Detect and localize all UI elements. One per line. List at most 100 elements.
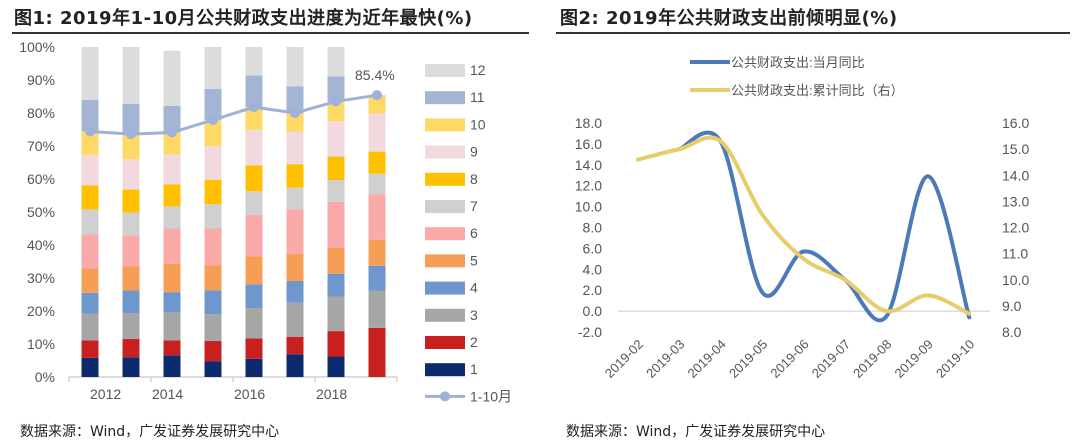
x-tick-label: 2018 — [316, 386, 347, 402]
x-tick-label: 2019-02 — [602, 337, 646, 381]
bar-segment-2013-month-4 — [122, 290, 140, 313]
y-right-tick-label: 8.0 — [1002, 324, 1022, 340]
x-tick-label: 2019-03 — [643, 337, 687, 381]
x-tick-label: 2016 — [234, 386, 265, 402]
y-tick-label: 80% — [27, 105, 55, 121]
legend-label-8: 8 — [470, 171, 478, 187]
bar-segment-2012-month-5 — [81, 268, 99, 293]
legend-swatch-3 — [425, 308, 465, 322]
bar-segment-2018-month-3 — [327, 296, 345, 332]
x-tick-label: 2019-09 — [892, 337, 936, 381]
legend-label-3: 3 — [470, 307, 478, 323]
bar-segment-2017-month-1 — [286, 354, 304, 377]
bar-segment-2019-month-6 — [368, 194, 386, 240]
bar-segment-2015-month-12 — [204, 47, 222, 89]
legend-swatch-9 — [425, 145, 465, 159]
y-right-tick-label: 13.0 — [1002, 193, 1029, 209]
y-left-tick-label: 12.0 — [575, 178, 602, 194]
bar-segment-2016-month-4 — [245, 284, 263, 309]
bar-segment-2016-month-9 — [245, 129, 263, 166]
bar-segment-2014-month-3 — [163, 312, 181, 341]
bar-segment-2015-month-5 — [204, 265, 222, 291]
bar-segment-2019-month-7 — [368, 173, 386, 195]
stacked-bar-chart: 0% 10% 20% 30% 40% 50% 60% 70% 80% 90% 100% 2012 201… — [19, 39, 512, 404]
legend-label-1: 1 — [470, 361, 478, 377]
legend-swatch-7 — [425, 200, 465, 213]
y-left-tick-label: 8.0 — [583, 220, 603, 236]
bar-segment-2014-month-7 — [163, 206, 181, 229]
bar-segment-2015-month-6 — [204, 228, 222, 266]
y-tick-label: 90% — [27, 72, 55, 88]
bar-segment-2018-month-2 — [327, 331, 345, 357]
bar-segment-2018-month-5 — [327, 247, 345, 274]
bar-segment-2012-month-11 — [81, 99, 99, 132]
bar-segment-2019-month-9 — [368, 113, 386, 152]
x-tick-label: 2012 — [90, 386, 121, 402]
bar-segment-2015-month-11 — [204, 88, 222, 120]
bar-segment-2014-month-5 — [163, 263, 181, 293]
bar-segment-2017-month-7 — [286, 187, 304, 210]
bar-segment-2015-month-7 — [204, 204, 222, 229]
bar-segment-2013-month-10 — [122, 134, 140, 160]
bar-segment-2014-month-1 — [163, 355, 181, 377]
bar-segment-2017-month-4 — [286, 280, 304, 303]
bar-segment-2013-month-1 — [122, 357, 140, 377]
y-left-tick-label: 14.0 — [575, 157, 602, 173]
legend-label-1: 公共财政支出:累计同比（右） — [731, 83, 904, 98]
x-tick-label: 2019-07 — [809, 337, 853, 381]
chart1-divider — [12, 32, 529, 34]
bar-segment-2018-month-6 — [327, 201, 345, 248]
y-left-tick-label: 2.0 — [583, 282, 603, 298]
bar-segment-2014-month-12 — [163, 50, 181, 106]
series-line-0 — [677, 130, 972, 323]
bar-segment-2012-month-2 — [81, 340, 99, 358]
y-right-tick-label: 16.0 — [1002, 115, 1029, 131]
bar-segment-2017-month-6 — [286, 209, 304, 254]
chart1-source: 数据来源：Wind，广发证券发展研究中心 — [20, 424, 280, 440]
chart2-title: 图2: 2019年公共财政支出前倾明显(%) — [560, 8, 898, 29]
line-point-2019 — [372, 90, 382, 101]
bar-segment-2015-month-8 — [204, 179, 222, 205]
legend-swatch-10 — [425, 118, 465, 132]
y-tick-label: 100% — [19, 39, 55, 55]
legend-swatch-12 — [425, 64, 465, 77]
bar-segment-2019-month-3 — [368, 290, 386, 328]
bar-segment-2018-month-4 — [327, 273, 345, 297]
bar-segment-2018-month-10 — [327, 101, 345, 122]
line-point-2018 — [331, 96, 341, 107]
bar-segment-2014-month-6 — [163, 228, 181, 264]
bar-segment-2018-month-1 — [327, 356, 345, 377]
bar-segment-2016-month-2 — [245, 338, 263, 359]
y-tick-label: 10% — [27, 336, 55, 352]
bar-segment-2012-month-6 — [81, 234, 99, 269]
x-tick-label: 2019-04 — [685, 337, 729, 381]
bar-segment-2017-month-3 — [286, 302, 304, 337]
x-tick-label: 2014 — [152, 386, 183, 402]
bar-segment-2012-month-1 — [81, 357, 99, 377]
y-left-tick-label: -2.0 — [578, 324, 602, 340]
legend-swatch-1 — [425, 363, 465, 377]
bar-segment-2012-month-3 — [81, 313, 99, 341]
bar-segment-2016-month-1 — [245, 358, 263, 377]
y-right-tick-label: 14.0 — [1002, 167, 1029, 183]
legend-label-10: 10 — [470, 116, 486, 132]
chart1-title: 图1: 2019年1-10月公共财政支出进度为近年最快(%) — [14, 8, 473, 29]
legend-label-5: 5 — [470, 252, 478, 268]
y-right-tick-label: 11.0 — [1002, 246, 1028, 262]
bar-segment-2016-month-3 — [245, 308, 263, 339]
y-left-tick-label: 10.0 — [575, 199, 602, 215]
bar-segment-2019-month-4 — [368, 265, 386, 291]
bar-segment-2017-month-12 — [286, 47, 304, 87]
legend-swatch-11 — [425, 91, 465, 105]
bar-segment-2012-month-7 — [81, 209, 99, 235]
y-right-tick-label: 9.0 — [1002, 298, 1022, 314]
bar-segment-2018-month-12 — [327, 47, 345, 77]
bar-segment-2012-month-10 — [81, 131, 99, 155]
series-line-1 — [636, 135, 972, 316]
chart2-divider — [556, 32, 1070, 34]
bar-segment-2015-month-3 — [204, 314, 222, 342]
bar-segment-2013-month-11 — [122, 103, 140, 135]
x-tick-label: 2019-08 — [850, 337, 894, 381]
bar-segment-2012-month-8 — [81, 185, 99, 210]
